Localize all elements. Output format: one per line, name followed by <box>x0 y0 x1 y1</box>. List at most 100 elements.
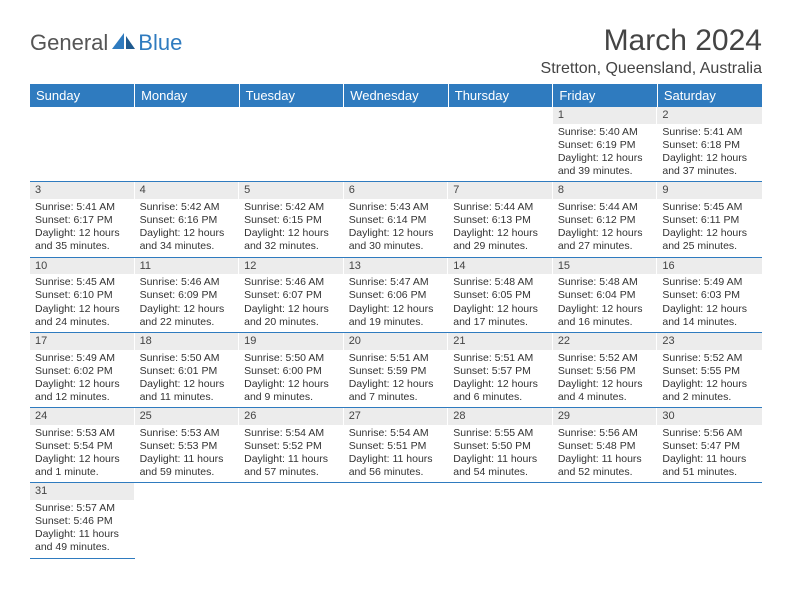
day-body: Sunrise: 5:48 AMSunset: 6:05 PMDaylight:… <box>448 274 553 332</box>
sunrise-text: Sunrise: 5:51 AM <box>453 352 548 365</box>
day-number: 31 <box>30 483 135 500</box>
day-body: Sunrise: 5:54 AMSunset: 5:52 PMDaylight:… <box>239 425 344 483</box>
day-body: Sunrise: 5:52 AMSunset: 5:56 PMDaylight:… <box>553 350 658 408</box>
sunrise-text: Sunrise: 5:41 AM <box>35 201 130 214</box>
weekday-header: Wednesday <box>344 84 449 107</box>
calendar-cell: 3Sunrise: 5:41 AMSunset: 6:17 PMDaylight… <box>30 182 135 257</box>
sunset-text: Sunset: 5:55 PM <box>662 365 757 378</box>
day-number: 27 <box>344 408 449 425</box>
sunrise-text: Sunrise: 5:55 AM <box>453 427 548 440</box>
sunrise-text: Sunrise: 5:46 AM <box>140 276 235 289</box>
daylight-text: Daylight: 12 hours and 16 minutes. <box>558 303 653 329</box>
calendar-cell: 15Sunrise: 5:48 AMSunset: 6:04 PMDayligh… <box>553 257 658 332</box>
sunrise-text: Sunrise: 5:52 AM <box>558 352 653 365</box>
daylight-text: Daylight: 12 hours and 6 minutes. <box>453 378 548 404</box>
calendar-cell: 4 Sunrise: 5:42 AMSunset: 6:16 PMDaylight… <box>135 182 240 257</box>
sunrise-text: Sunrise: 5:45 AM <box>662 201 757 214</box>
sunset-text: Sunset: 5:51 PM <box>349 440 444 453</box>
calendar-cell: 10Sunrise: 5:45 AMSunset: 6:10 PMDayligh… <box>30 257 135 332</box>
daylight-text: Daylight: 11 hours and 49 minutes. <box>35 528 130 554</box>
sunrise-text: Sunrise: 5:47 AM <box>349 276 444 289</box>
sunrise-text: Sunrise: 5:42 AM <box>140 201 235 214</box>
day-number <box>344 107 449 124</box>
sunset-text: Sunset: 6:16 PM <box>140 214 235 227</box>
calendar-cell: 5Sunrise: 5:42 AMSunset: 6:15 PMDaylight… <box>239 182 344 257</box>
day-number <box>135 107 240 124</box>
day-number <box>239 483 344 500</box>
day-number <box>553 483 658 500</box>
sail-icon <box>111 31 137 56</box>
day-number: 21 <box>448 333 553 350</box>
sunset-text: Sunset: 6:00 PM <box>244 365 339 378</box>
sunrise-text: Sunrise: 5:48 AM <box>558 276 653 289</box>
daylight-text: Daylight: 12 hours and 37 minutes. <box>662 152 757 178</box>
weekday-header: Tuesday <box>239 84 344 107</box>
sunset-text: Sunset: 6:10 PM <box>35 289 130 302</box>
day-number <box>448 107 553 124</box>
day-number: 17 <box>30 333 135 350</box>
sunset-text: Sunset: 6:15 PM <box>244 214 339 227</box>
daylight-text: Daylight: 12 hours and 17 minutes. <box>453 303 548 329</box>
day-number: 24 <box>30 408 135 425</box>
day-body: Sunrise: 5:53 AMSunset: 5:53 PMDaylight:… <box>135 425 240 483</box>
sunrise-text: Sunrise: 5:56 AM <box>662 427 757 440</box>
sunrise-text: Sunrise: 5:49 AM <box>662 276 757 289</box>
sunset-text: Sunset: 6:07 PM <box>244 289 339 302</box>
sunrise-text: Sunrise: 5:48 AM <box>453 276 548 289</box>
calendar-cell: 28Sunrise: 5:55 AMSunset: 5:50 PMDayligh… <box>448 408 553 483</box>
day-number: 11 <box>135 258 240 275</box>
daylight-text: Daylight: 11 hours and 54 minutes. <box>453 453 548 479</box>
day-number: 18 <box>135 333 240 350</box>
calendar-cell: 13Sunrise: 5:47 AMSunset: 6:06 PMDayligh… <box>344 257 449 332</box>
header: General Blue March 2024 Stretton, Queens… <box>30 24 762 78</box>
calendar-cell <box>448 107 553 182</box>
sunset-text: Sunset: 5:52 PM <box>244 440 339 453</box>
weekday-header: Saturday <box>657 84 762 107</box>
calendar-table: SundayMondayTuesdayWednesdayThursdayFrid… <box>30 84 762 559</box>
calendar-cell: 24Sunrise: 5:53 AMSunset: 5:54 PMDayligh… <box>30 408 135 483</box>
day-body: Sunrise: 5:46 AMSunset: 6:07 PMDaylight:… <box>239 274 344 332</box>
day-number: 14 <box>448 258 553 275</box>
daylight-text: Daylight: 12 hours and 29 minutes. <box>453 227 548 253</box>
location: Stretton, Queensland, Australia <box>541 60 762 78</box>
day-body: Sunrise: 5:49 AMSunset: 6:03 PMDaylight:… <box>657 274 762 332</box>
daylight-text: Daylight: 12 hours and 20 minutes. <box>244 303 339 329</box>
day-number: 22 <box>553 333 658 350</box>
sunrise-text: Sunrise: 5:50 AM <box>244 352 339 365</box>
sunrise-text: Sunrise: 5:44 AM <box>453 201 548 214</box>
day-body: Sunrise: 5:42 AMSunset: 6:15 PMDaylight:… <box>239 199 344 257</box>
day-body: Sunrise: 5:45 AMSunset: 6:10 PMDaylight:… <box>30 274 135 332</box>
calendar-cell: 18Sunrise: 5:50 AMSunset: 6:01 PMDayligh… <box>135 332 240 407</box>
sunrise-text: Sunrise: 5:54 AM <box>349 427 444 440</box>
sunset-text: Sunset: 5:50 PM <box>453 440 548 453</box>
daylight-text: Daylight: 11 hours and 51 minutes. <box>662 453 757 479</box>
daylight-text: Daylight: 12 hours and 2 minutes. <box>662 378 757 404</box>
sunrise-text: Sunrise: 5:40 AM <box>558 126 653 139</box>
day-body: Sunrise: 5:45 AMSunset: 6:11 PMDaylight:… <box>657 199 762 257</box>
weekday-header: Thursday <box>448 84 553 107</box>
sunset-text: Sunset: 5:48 PM <box>558 440 653 453</box>
calendar-cell: 16Sunrise: 5:49 AMSunset: 6:03 PMDayligh… <box>657 257 762 332</box>
calendar-cell <box>30 107 135 182</box>
sunset-text: Sunset: 6:13 PM <box>453 214 548 227</box>
day-body: Sunrise: 5:47 AMSunset: 6:06 PMDaylight:… <box>344 274 449 332</box>
day-number: 20 <box>344 333 449 350</box>
sunset-text: Sunset: 5:47 PM <box>662 440 757 453</box>
logo-word1: General <box>30 30 108 56</box>
day-body: Sunrise: 5:53 AMSunset: 5:54 PMDaylight:… <box>30 425 135 483</box>
day-body: Sunrise: 5:55 AMSunset: 5:50 PMDaylight:… <box>448 425 553 483</box>
daylight-text: Daylight: 11 hours and 56 minutes. <box>349 453 444 479</box>
day-body: Sunrise: 5:41 AMSunset: 6:17 PMDaylight:… <box>30 199 135 257</box>
sunset-text: Sunset: 6:18 PM <box>662 139 757 152</box>
day-body: Sunrise: 5:56 AMSunset: 5:47 PMDaylight:… <box>657 425 762 483</box>
calendar-cell: 1Sunrise: 5:40 AMSunset: 6:19 PMDaylight… <box>553 107 658 182</box>
day-number: 19 <box>239 333 344 350</box>
day-body: Sunrise: 5:51 AMSunset: 5:57 PMDaylight:… <box>448 350 553 408</box>
daylight-text: Daylight: 11 hours and 59 minutes. <box>140 453 235 479</box>
day-body: Sunrise: 5:51 AMSunset: 5:59 PMDaylight:… <box>344 350 449 408</box>
day-number <box>30 107 135 124</box>
sunrise-text: Sunrise: 5:44 AM <box>558 201 653 214</box>
day-number: 4 <box>135 182 240 199</box>
daylight-text: Daylight: 12 hours and 34 minutes. <box>140 227 235 253</box>
sunset-text: Sunset: 6:04 PM <box>558 289 653 302</box>
